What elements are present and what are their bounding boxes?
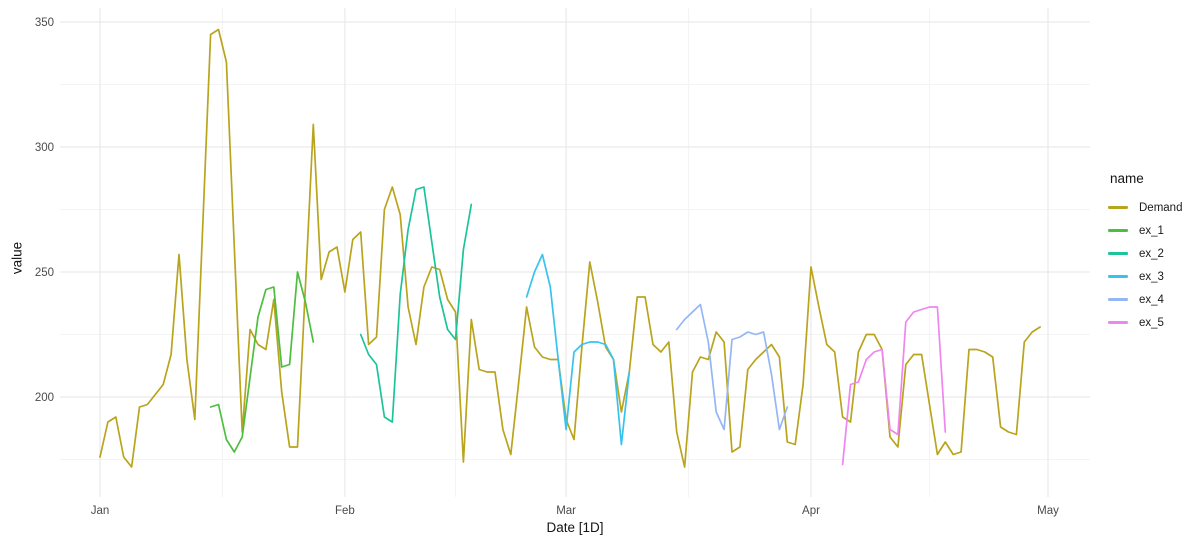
x-tick-label: May xyxy=(1037,505,1059,517)
legend-item-ex_1: ex_1 xyxy=(1108,219,1182,242)
x-axis-title: Date [1D] xyxy=(546,520,604,535)
series-line-ex_5 xyxy=(841,306,947,466)
legend-item-ex_4: ex_4 xyxy=(1108,288,1182,311)
legend-swatch-icon xyxy=(1108,252,1128,255)
series-line-ex_1 xyxy=(209,271,315,453)
legend-swatch-icon xyxy=(1108,206,1128,209)
legend-label: ex_3 xyxy=(1139,270,1164,283)
y-tick-label: 350 xyxy=(35,17,54,29)
legend: name Demand ex_1 ex_2 ex_3 ex_4 ex_5 xyxy=(1108,171,1182,334)
legend-items: Demand ex_1 ex_2 ex_3 ex_4 ex_5 xyxy=(1108,196,1182,334)
y-axis-title: value xyxy=(9,241,25,275)
legend-swatch-icon xyxy=(1108,298,1128,301)
legend-item-ex_3: ex_3 xyxy=(1108,265,1182,288)
legend-label: ex_2 xyxy=(1139,247,1164,260)
legend-swatch-icon xyxy=(1108,321,1128,324)
legend-label: ex_4 xyxy=(1139,293,1164,306)
legend-swatch-icon xyxy=(1108,229,1128,232)
x-tick-label: Mar xyxy=(556,505,576,517)
series-line-ex_4 xyxy=(675,303,789,431)
legend-item-ex_5: ex_5 xyxy=(1108,311,1182,334)
x-tick-label: Jan xyxy=(91,505,110,517)
legend-label: ex_1 xyxy=(1139,224,1164,237)
legend-title: name xyxy=(1110,171,1144,186)
y-tick-label: 300 xyxy=(35,142,54,154)
legend-item-Demand: Demand xyxy=(1108,196,1182,219)
y-tick-label: 200 xyxy=(35,392,54,404)
legend-swatch-icon xyxy=(1108,275,1128,278)
series-line-Demand xyxy=(99,28,1041,468)
x-tick-label: Apr xyxy=(802,505,820,517)
legend-item-ex_2: ex_2 xyxy=(1108,242,1182,265)
y-tick-label: 250 xyxy=(35,267,54,279)
legend-label: Demand xyxy=(1139,201,1183,214)
legend-label: ex_5 xyxy=(1139,316,1164,329)
series-line-ex_2 xyxy=(359,186,473,423)
x-tick-label: Feb xyxy=(335,505,355,517)
series-line-ex_3 xyxy=(525,253,631,446)
